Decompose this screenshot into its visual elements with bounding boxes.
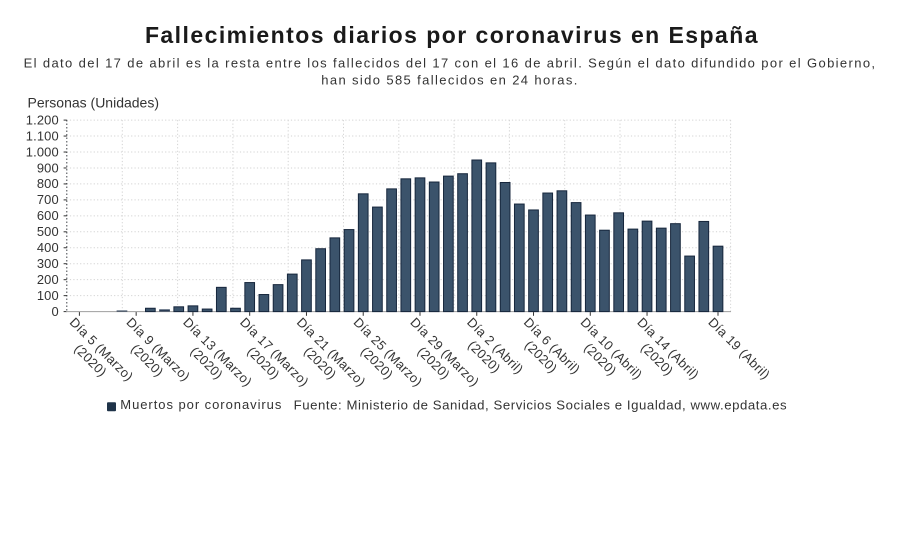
svg-text:600: 600 (37, 208, 59, 223)
svg-text:Muertos por coronavirus: Muertos por coronavirus (120, 397, 282, 412)
svg-text:1.000: 1.000 (26, 144, 59, 159)
svg-text:100: 100 (37, 288, 59, 303)
svg-text:0: 0 (51, 304, 58, 319)
svg-text:1.100: 1.100 (26, 128, 59, 143)
svg-text:800: 800 (37, 176, 59, 191)
svg-text:500: 500 (37, 224, 59, 239)
svg-text:400: 400 (37, 240, 59, 255)
svg-text:Fuente: Ministerio de Sanidad,: Fuente: Ministerio de Sanidad, Servicios… (294, 397, 788, 412)
svg-text:700: 700 (37, 192, 59, 207)
svg-text:han sido 585 fallecidos en 24: han sido 585 fallecidos en 24 horas. (321, 72, 578, 87)
svg-text:Fallecimientos diarios por cor: Fallecimientos diarios por coronavirus e… (145, 22, 759, 48)
svg-text:El dato del 17 de abril es la: El dato del 17 de abril es la resta entr… (24, 55, 877, 70)
svg-text:900: 900 (37, 160, 59, 175)
svg-text:1.200: 1.200 (26, 112, 59, 127)
svg-text:300: 300 (37, 256, 59, 271)
svg-text:Personas (Unidades): Personas (Unidades) (28, 94, 160, 110)
svg-text:200: 200 (37, 272, 59, 287)
